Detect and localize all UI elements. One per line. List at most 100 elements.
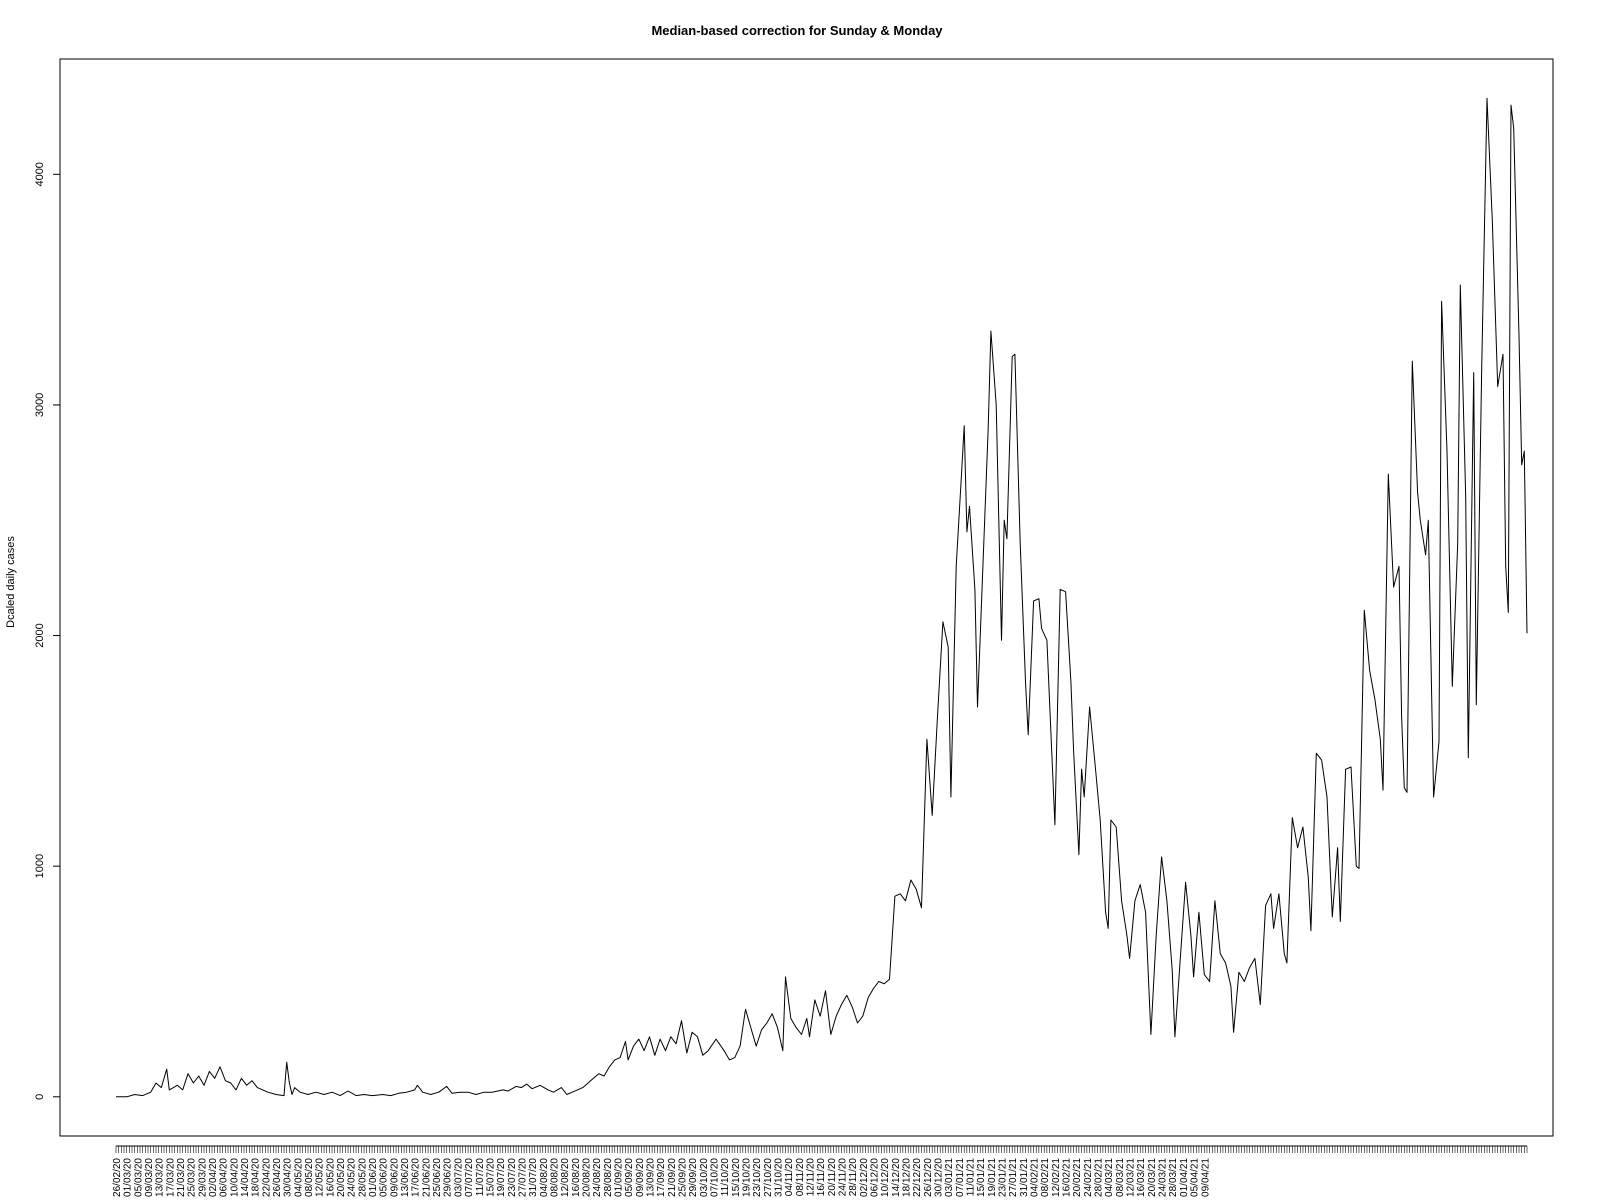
x-tick-label: 24/02/21 (1083, 1158, 1094, 1197)
x-tick-label: 02/12/20 (859, 1158, 870, 1197)
y-axis-label: Dcaled daily cases (5, 536, 17, 628)
plot-frame (59, 58, 1554, 1137)
x-tick-label: 01/06/20 (368, 1158, 379, 1197)
x-tick-label: 26/12/20 (923, 1158, 934, 1197)
x-tick-label: 25/03/20 (187, 1158, 198, 1197)
x-tick-label: 27/10/20 (763, 1158, 774, 1197)
x-tick-label: 30/12/20 (934, 1158, 945, 1197)
y-tick-label: 2000 (34, 623, 46, 647)
x-tick-label: 19/07/20 (496, 1158, 507, 1197)
x-tick-label: 20/02/21 (1072, 1158, 1083, 1197)
x-tick-label: 12/11/20 (805, 1158, 816, 1197)
x-tick-label: 11/01/21 (966, 1158, 977, 1197)
x-tick-label: 20/05/20 (336, 1158, 347, 1197)
y-tick-label: 1000 (34, 854, 46, 878)
x-tick-label: 06/12/20 (870, 1158, 881, 1197)
x-tick-label: 26/04/20 (272, 1158, 283, 1197)
x-tick-label: 07/10/20 (709, 1158, 720, 1197)
x-axis: 26/02/20 01/03/20 05/03/20 09/03/20 13/03/20… (112, 1145, 1528, 1197)
series-group (116, 97, 1528, 1098)
x-tick-label: 23/10/20 (752, 1158, 763, 1197)
x-tick-label: 28/08/20 (603, 1158, 614, 1197)
x-tick-label: 28/11/20 (848, 1158, 859, 1197)
y-tick-label: 4000 (34, 162, 46, 186)
x-tick-label: 27/07/20 (517, 1158, 528, 1197)
x-tick-label: 08/05/20 (304, 1158, 315, 1197)
x-tick-label: 05/09/20 (624, 1158, 635, 1197)
x-tick-label: 17/09/20 (656, 1158, 667, 1197)
chart-title: Median-based correction for Sunday & Mon… (651, 23, 943, 38)
x-tick-label: 01/03/20 (123, 1158, 134, 1197)
x-tick-label: 25/09/20 (677, 1158, 688, 1197)
x-tick-label: 31/01/21 (1019, 1158, 1030, 1197)
x-tick-label: 12/08/20 (560, 1158, 571, 1197)
x-tick-label: 03/07/20 (453, 1158, 464, 1197)
x-tick-label: 27/01/21 (1008, 1158, 1019, 1197)
x-tick-label: 23/07/20 (507, 1158, 518, 1197)
x-tick-label: 24/03/21 (1158, 1158, 1169, 1197)
x-tick-label: 16/05/20 (325, 1158, 336, 1197)
x-tick-label: 12/02/21 (1051, 1158, 1062, 1197)
x-tick-label: 07/07/20 (464, 1158, 475, 1197)
x-tick-label: 14/04/20 (240, 1158, 251, 1197)
x-tick-label: 28/02/21 (1094, 1158, 1105, 1197)
x-tick-label: 06/04/20 (219, 1158, 230, 1197)
x-tick-label: 04/11/20 (784, 1158, 795, 1197)
x-tick-label: 08/03/21 (1115, 1158, 1126, 1197)
x-tick-label: 30/04/20 (283, 1158, 294, 1197)
x-tick-label: 26/02/20 (112, 1158, 123, 1197)
x-tick-label: 13/09/20 (645, 1158, 656, 1197)
x-tick-label: 31/07/20 (528, 1158, 539, 1197)
x-tick-label: 16/08/20 (571, 1158, 582, 1197)
x-tick-label: 13/03/20 (155, 1158, 166, 1197)
x-tick-label: 15/07/20 (485, 1158, 496, 1197)
x-tick-label: 16/03/21 (1136, 1158, 1147, 1197)
x-tick-label: 04/02/21 (1030, 1158, 1041, 1197)
x-tick-label: 28/03/21 (1168, 1158, 1179, 1197)
x-tick-label: 17/03/20 (165, 1158, 176, 1197)
x-tick-label: 20/08/20 (581, 1158, 592, 1197)
x-tick-label: 09/09/20 (635, 1158, 646, 1197)
x-tick-label: 20/11/20 (827, 1158, 838, 1197)
x-tick-label: 04/08/20 (539, 1158, 550, 1197)
x-tick-label: 13/06/20 (400, 1158, 411, 1197)
x-tick-label: 22/04/20 (261, 1158, 272, 1197)
x-tick-label: 03/10/20 (699, 1158, 710, 1197)
x-tick-label: 22/12/20 (912, 1158, 923, 1197)
x-tick-label: 04/05/20 (293, 1158, 304, 1197)
x-tick-label: 09/03/20 (144, 1158, 155, 1197)
x-tick-label: 03/01/21 (944, 1158, 955, 1197)
x-tick-label: 05/06/20 (379, 1158, 390, 1197)
y-axis: 0 1000 2000 3000 4000 (34, 162, 61, 1100)
x-tick-label: 08/11/20 (795, 1158, 806, 1197)
x-tick-label: 21/06/20 (421, 1158, 432, 1197)
x-tick-label: 10/04/20 (229, 1158, 240, 1197)
x-tick-label: 24/11/20 (838, 1158, 849, 1197)
x-tick-label: 29/03/20 (197, 1158, 208, 1197)
x-tick-label: 23/01/21 (998, 1158, 1009, 1197)
x-tick-label: 25/06/20 (432, 1158, 443, 1197)
x-tick-label: 09/06/20 (389, 1158, 400, 1197)
x-tick-label: 08/02/21 (1040, 1158, 1051, 1197)
x-tick-label: 19/01/21 (987, 1158, 998, 1197)
x-tick-label: 31/10/20 (773, 1158, 784, 1197)
x-tick-label: 05/04/21 (1190, 1158, 1201, 1197)
x-tick-label: 21/09/20 (667, 1158, 678, 1197)
x-tick-label: 09/04/21 (1200, 1158, 1211, 1197)
x-tick-label: 02/04/20 (208, 1158, 219, 1197)
x-tick-label: 14/12/20 (891, 1158, 902, 1197)
x-tick-label: 15/01/21 (976, 1158, 987, 1197)
x-tick-label: 29/09/20 (688, 1158, 699, 1197)
x-tick-label: 01/04/21 (1179, 1158, 1190, 1197)
x-tick-label: 24/05/20 (347, 1158, 358, 1197)
x-tick-label: 28/05/20 (357, 1158, 368, 1197)
y-tick-label: 3000 (34, 393, 46, 417)
x-tick-label: 10/12/20 (880, 1158, 891, 1197)
x-tick-label: 12/05/20 (315, 1158, 326, 1197)
x-tick-label: 17/06/20 (411, 1158, 422, 1197)
x-tick-label: 18/12/20 (902, 1158, 913, 1197)
x-tick-label: 07/01/21 (955, 1158, 966, 1197)
x-tick-label: 11/07/20 (475, 1158, 486, 1197)
x-tick-label: 29/06/20 (443, 1158, 454, 1197)
